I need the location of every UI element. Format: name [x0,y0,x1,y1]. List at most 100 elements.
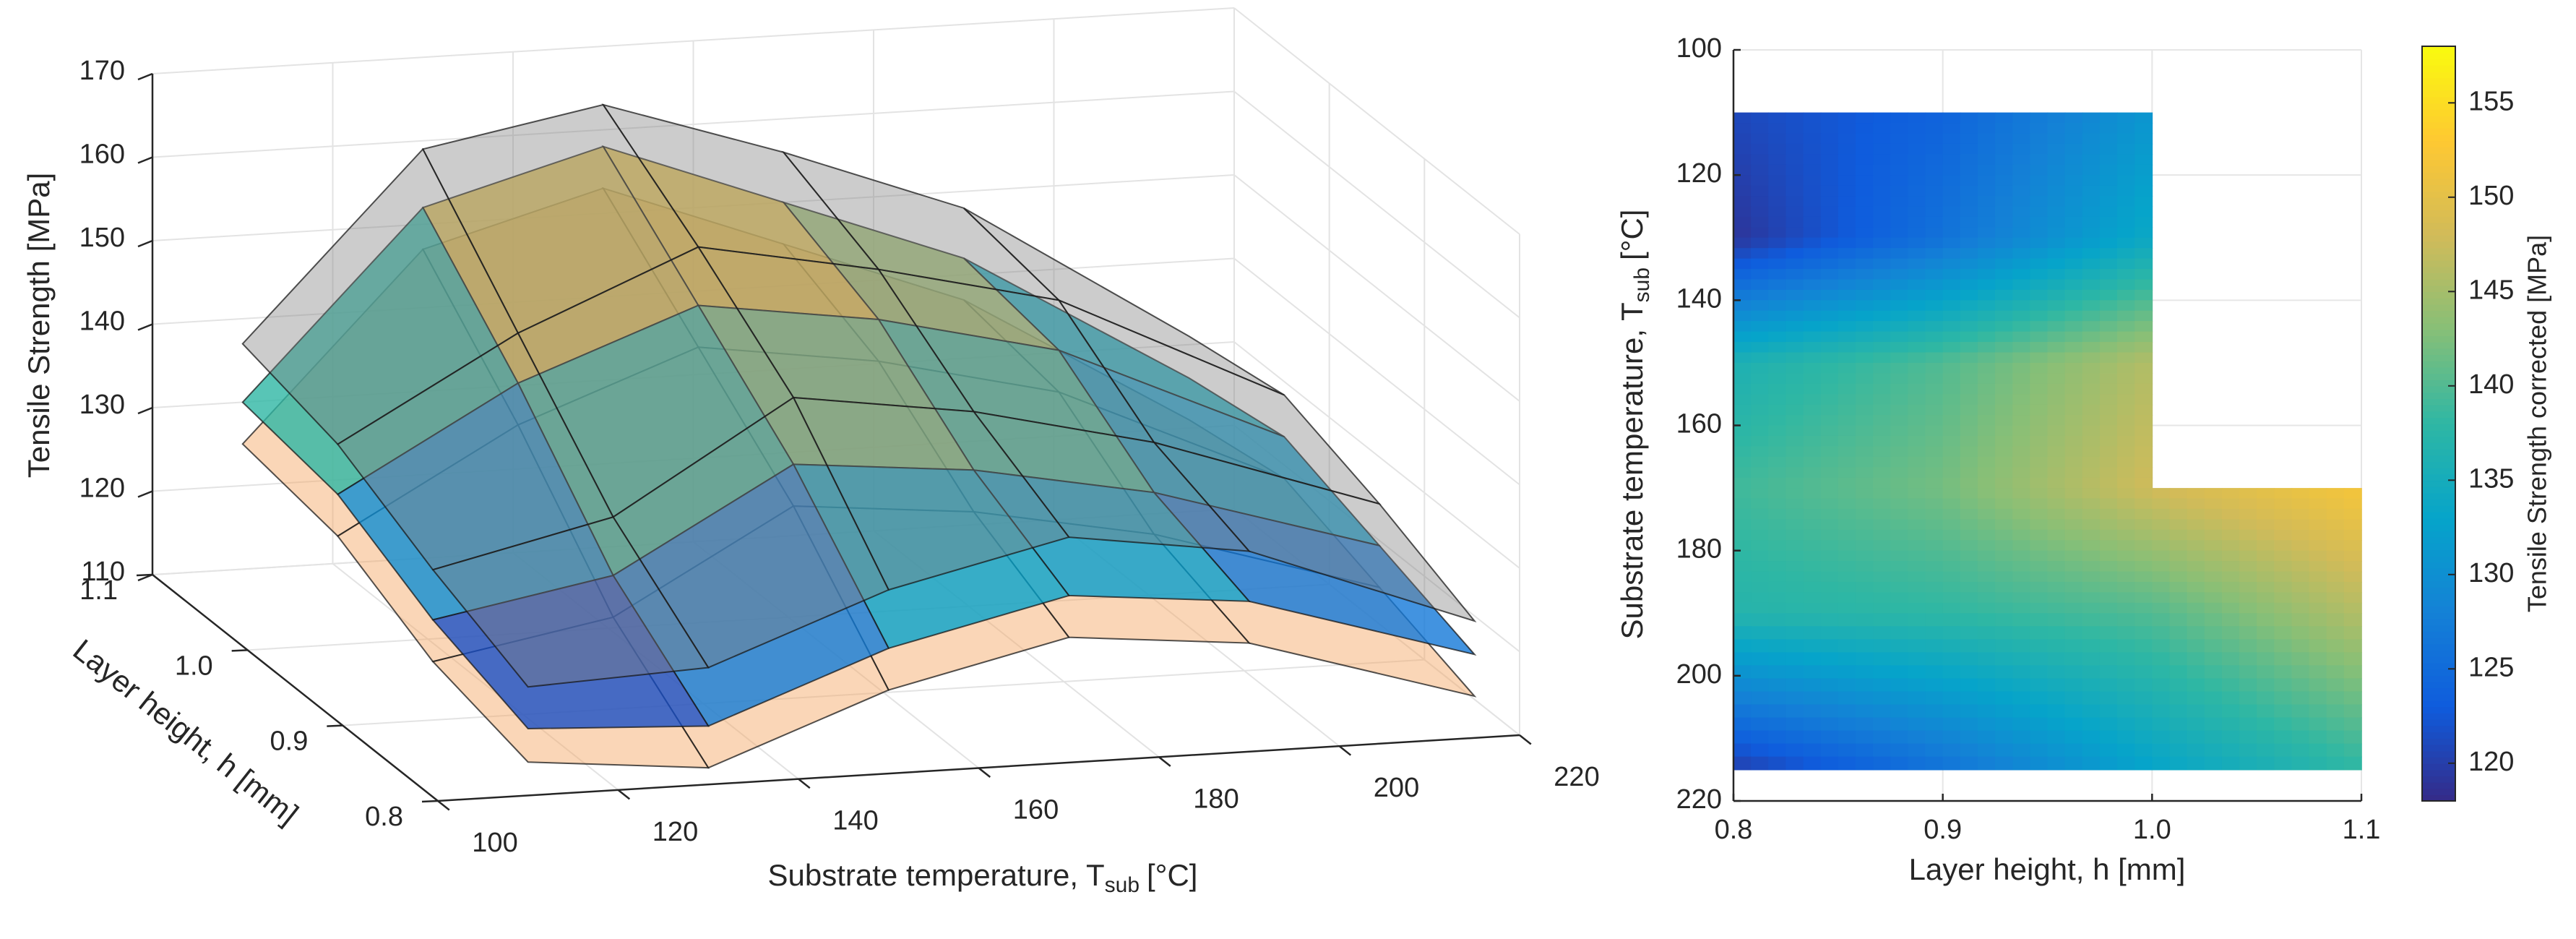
contour-cell [2135,112,2153,124]
contour-cell [1768,342,1787,353]
contour-cell [1768,477,1787,489]
contour-cell [1925,185,1944,197]
contour-cell [2135,691,2153,706]
contour-cell [2239,561,2257,573]
contour-cell [2135,279,2153,291]
contour-cell [1838,373,1856,385]
contour-cell [1960,717,1978,732]
contour-cell [1890,331,1909,343]
contour-cell [2326,581,2345,593]
contour-cell [1838,550,1856,562]
contour-cell [1977,321,1996,333]
contour-cell [1785,112,1804,124]
contour-cell [1803,704,1822,719]
contour-cell [2309,652,2327,666]
contour-cell [2117,626,2135,640]
contour-cell [2082,248,2101,260]
contour-cell [2221,613,2240,627]
contour-cell [2257,529,2275,541]
contour-cell [1785,362,1804,374]
contour-cell [2326,691,2345,706]
contour-cell [2291,730,2310,745]
contour-cell [1838,446,1856,458]
contour-cell [2204,639,2223,653]
contour-cell [1995,592,2014,604]
contour-cell [2082,704,2101,719]
contour-cell [2239,626,2257,640]
contour-cell [1768,415,1787,426]
contour-cell [1803,743,1822,758]
colorbar-swatch [2422,71,2455,79]
colorbar-swatch [2422,310,2455,317]
contour-cell [2135,143,2153,155]
contour-cell [1768,756,1787,771]
contour-cell [2030,756,2049,771]
contour-cell [1890,519,1909,531]
contour-cell [1838,143,1856,155]
contour-cell [2117,362,2135,374]
contour-cell [1751,456,1770,468]
x-tick-label: 220 [1554,762,1599,792]
contour-cell [2117,529,2135,541]
contour-cell [1785,216,1804,228]
contour-cell [1803,404,1822,416]
contour-cell [2274,550,2293,562]
contour-cell [1785,154,1804,166]
contour-cell [1820,196,1839,207]
contour-cell [2082,123,2101,134]
contour-cell [2082,269,2101,280]
contour-cell [1838,613,1856,627]
contour-cell [1855,581,1874,593]
contour-cell [2135,639,2153,653]
contour-cell [1768,561,1787,573]
contour-cell [2117,112,2135,124]
contour-cell [1838,394,1856,406]
contour-cell [2187,602,2205,614]
contour-cell [2257,550,2275,562]
contour-cell [1908,394,1926,406]
contour-cell [2152,550,2171,562]
contour-cell [1873,529,1892,541]
contour-cell [1820,477,1839,489]
contour-cell [2239,581,2257,593]
contour-cell [2064,300,2083,312]
contour-cell [2082,691,2101,706]
contour-cell [2274,626,2293,640]
contour-cell [2082,394,2101,406]
contour-cell [2012,756,2031,771]
contour-cell [1855,730,1874,745]
contour-cell [2169,756,2188,771]
contour-cell [1890,571,1909,583]
contour-cell [1995,321,2014,333]
contour-cell [1890,602,1909,614]
contour-cell [2099,561,2118,573]
contour-cell [2291,508,2310,520]
contour-cell [2099,133,2118,145]
contour-cell [1977,529,1996,541]
contour-cell [2082,331,2101,343]
contour-cell [2047,691,2066,706]
contour-cell [1751,112,1770,124]
contour-cell [1960,581,1978,593]
contour-cell [2082,352,2101,364]
contour-cell [1960,508,1978,520]
contour-cell [1925,613,1944,627]
contour-cell [2064,248,2083,260]
contour-cell [1733,300,1752,312]
contour-cell [1960,196,1978,207]
contour-cell [2064,216,2083,228]
grid-line [1233,90,1520,319]
contour-cell [2221,678,2240,693]
contour-cell [2082,279,2101,291]
contour-cell [2030,394,2049,406]
contour-cell [1960,133,1978,145]
contour-cell [1995,704,2014,719]
contour-cell [1925,477,1944,489]
colorbar-swatch [2422,555,2455,563]
contour-cell [1908,477,1926,489]
contour-cell [2291,639,2310,653]
colorbar-swatch [2422,448,2455,456]
contour-cell [2221,665,2240,679]
contour-cell [2239,613,2257,627]
contour-cell [1908,383,1926,395]
